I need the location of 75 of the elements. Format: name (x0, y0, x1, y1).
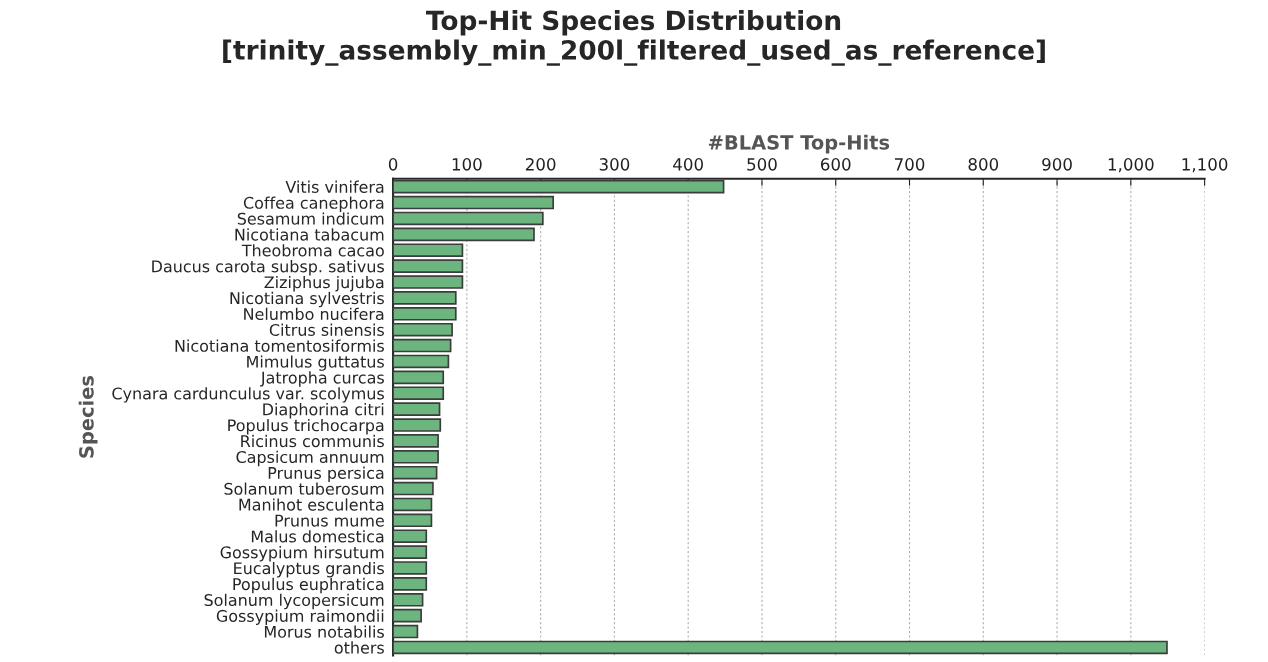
y-tick-label: Eucalyptus grandis (234, 561, 384, 578)
bar (393, 370, 445, 385)
y-tick-label: Malus domestica (251, 530, 384, 543)
bar (393, 545, 428, 559)
y-tick-label: Citrus sinensis (269, 323, 384, 336)
y-tick-label: Nicotiana sylvestris (230, 291, 384, 308)
x-tick-label: 600 (820, 158, 851, 171)
x-tick-label: 400 (673, 158, 703, 171)
y-tick-label: Prunus mume (275, 514, 384, 527)
y-tick-label: Gossypium raimondii (216, 609, 384, 626)
bar (393, 497, 433, 512)
x-tick-label: 500 (747, 158, 777, 171)
y-tick-label: Cynara cardunculus var. scolymus (112, 387, 384, 403)
x-tick-label: 100 (452, 158, 482, 171)
bar (393, 195, 555, 210)
y-tick-label: Nicotiana tomentosiformis (175, 339, 384, 352)
bar (393, 275, 464, 289)
x-tick-label: 800 (968, 158, 999, 171)
bar (393, 418, 442, 432)
y-tick-label: Coffea canephora (243, 196, 384, 212)
bar (393, 449, 439, 464)
y-tick-label: Capsicum annuum (236, 450, 384, 467)
x-tick-label: 900 (1042, 158, 1072, 171)
y-tick-label: Nelumbo nucifera (244, 307, 384, 321)
bar (393, 608, 422, 623)
bar (393, 434, 439, 448)
y-tick-label: Daucus carota subsp. sativus (152, 260, 384, 276)
bar (393, 592, 424, 607)
y-tick-label: Ziziphus jujuba (264, 275, 384, 292)
y-tick-label: Theobroma cacao (241, 244, 384, 257)
y-tick-label: Sesamum indicum (237, 212, 384, 225)
bar (393, 624, 419, 639)
x-axis-title: #BLAST Top-Hits (708, 134, 890, 154)
y-tick-label: Populus trichocarpa (228, 418, 384, 435)
bar (393, 481, 434, 496)
y-tick-label: Solanum lycopersicum (204, 593, 384, 610)
bar (393, 338, 452, 353)
x-tick-label: 0 (388, 158, 398, 171)
bar (393, 243, 464, 258)
x-tick-label: 700 (894, 158, 925, 171)
bar (393, 354, 450, 369)
bar (393, 291, 457, 305)
y-tick-label: Gossypium hirsutum (220, 546, 384, 562)
y-tick-label: Morus notabilis (264, 625, 384, 638)
y-tick-label: Ricinus communis (241, 434, 384, 448)
bar (393, 513, 433, 528)
x-tick-label: 1,100 (1182, 158, 1228, 173)
chart-title: Top-Hit Species Distribution [trinity_assembly_min_200l_filtered_used_as_reference] (223, 9, 1045, 66)
bar (393, 465, 438, 480)
y-tick-label: Manihot esculenta (239, 498, 384, 511)
y-tick-label: others (334, 641, 384, 654)
bar (393, 529, 428, 544)
bar (393, 179, 725, 194)
y-tick-label: Nicotiana tabacum (235, 228, 384, 241)
bar (393, 577, 428, 591)
bar (393, 211, 544, 226)
bar (393, 640, 1168, 655)
y-axis-title: Species (78, 375, 98, 458)
bar (393, 322, 453, 337)
y-tick-label: Mimulus guttatus (247, 355, 384, 371)
y-tick-label: Diaphorina citri (263, 403, 384, 419)
x-tick-label: 1,000 (1108, 158, 1154, 173)
y-tick-label: Populus euphratica (233, 577, 384, 594)
bar (393, 227, 535, 242)
bar (393, 259, 464, 273)
bar (393, 402, 441, 416)
x-tick-label: 200 (525, 158, 556, 171)
y-tick-label: Prunus persica (268, 466, 384, 483)
y-tick-label: Jatropha curcas (260, 371, 384, 387)
y-tick-label: Vitis vinifera (285, 180, 384, 193)
bar (393, 386, 445, 401)
bar (393, 306, 457, 321)
bar (393, 561, 428, 575)
y-tick-label: Solanum tuberosum (224, 482, 384, 495)
x-tick-label: 300 (599, 158, 630, 171)
